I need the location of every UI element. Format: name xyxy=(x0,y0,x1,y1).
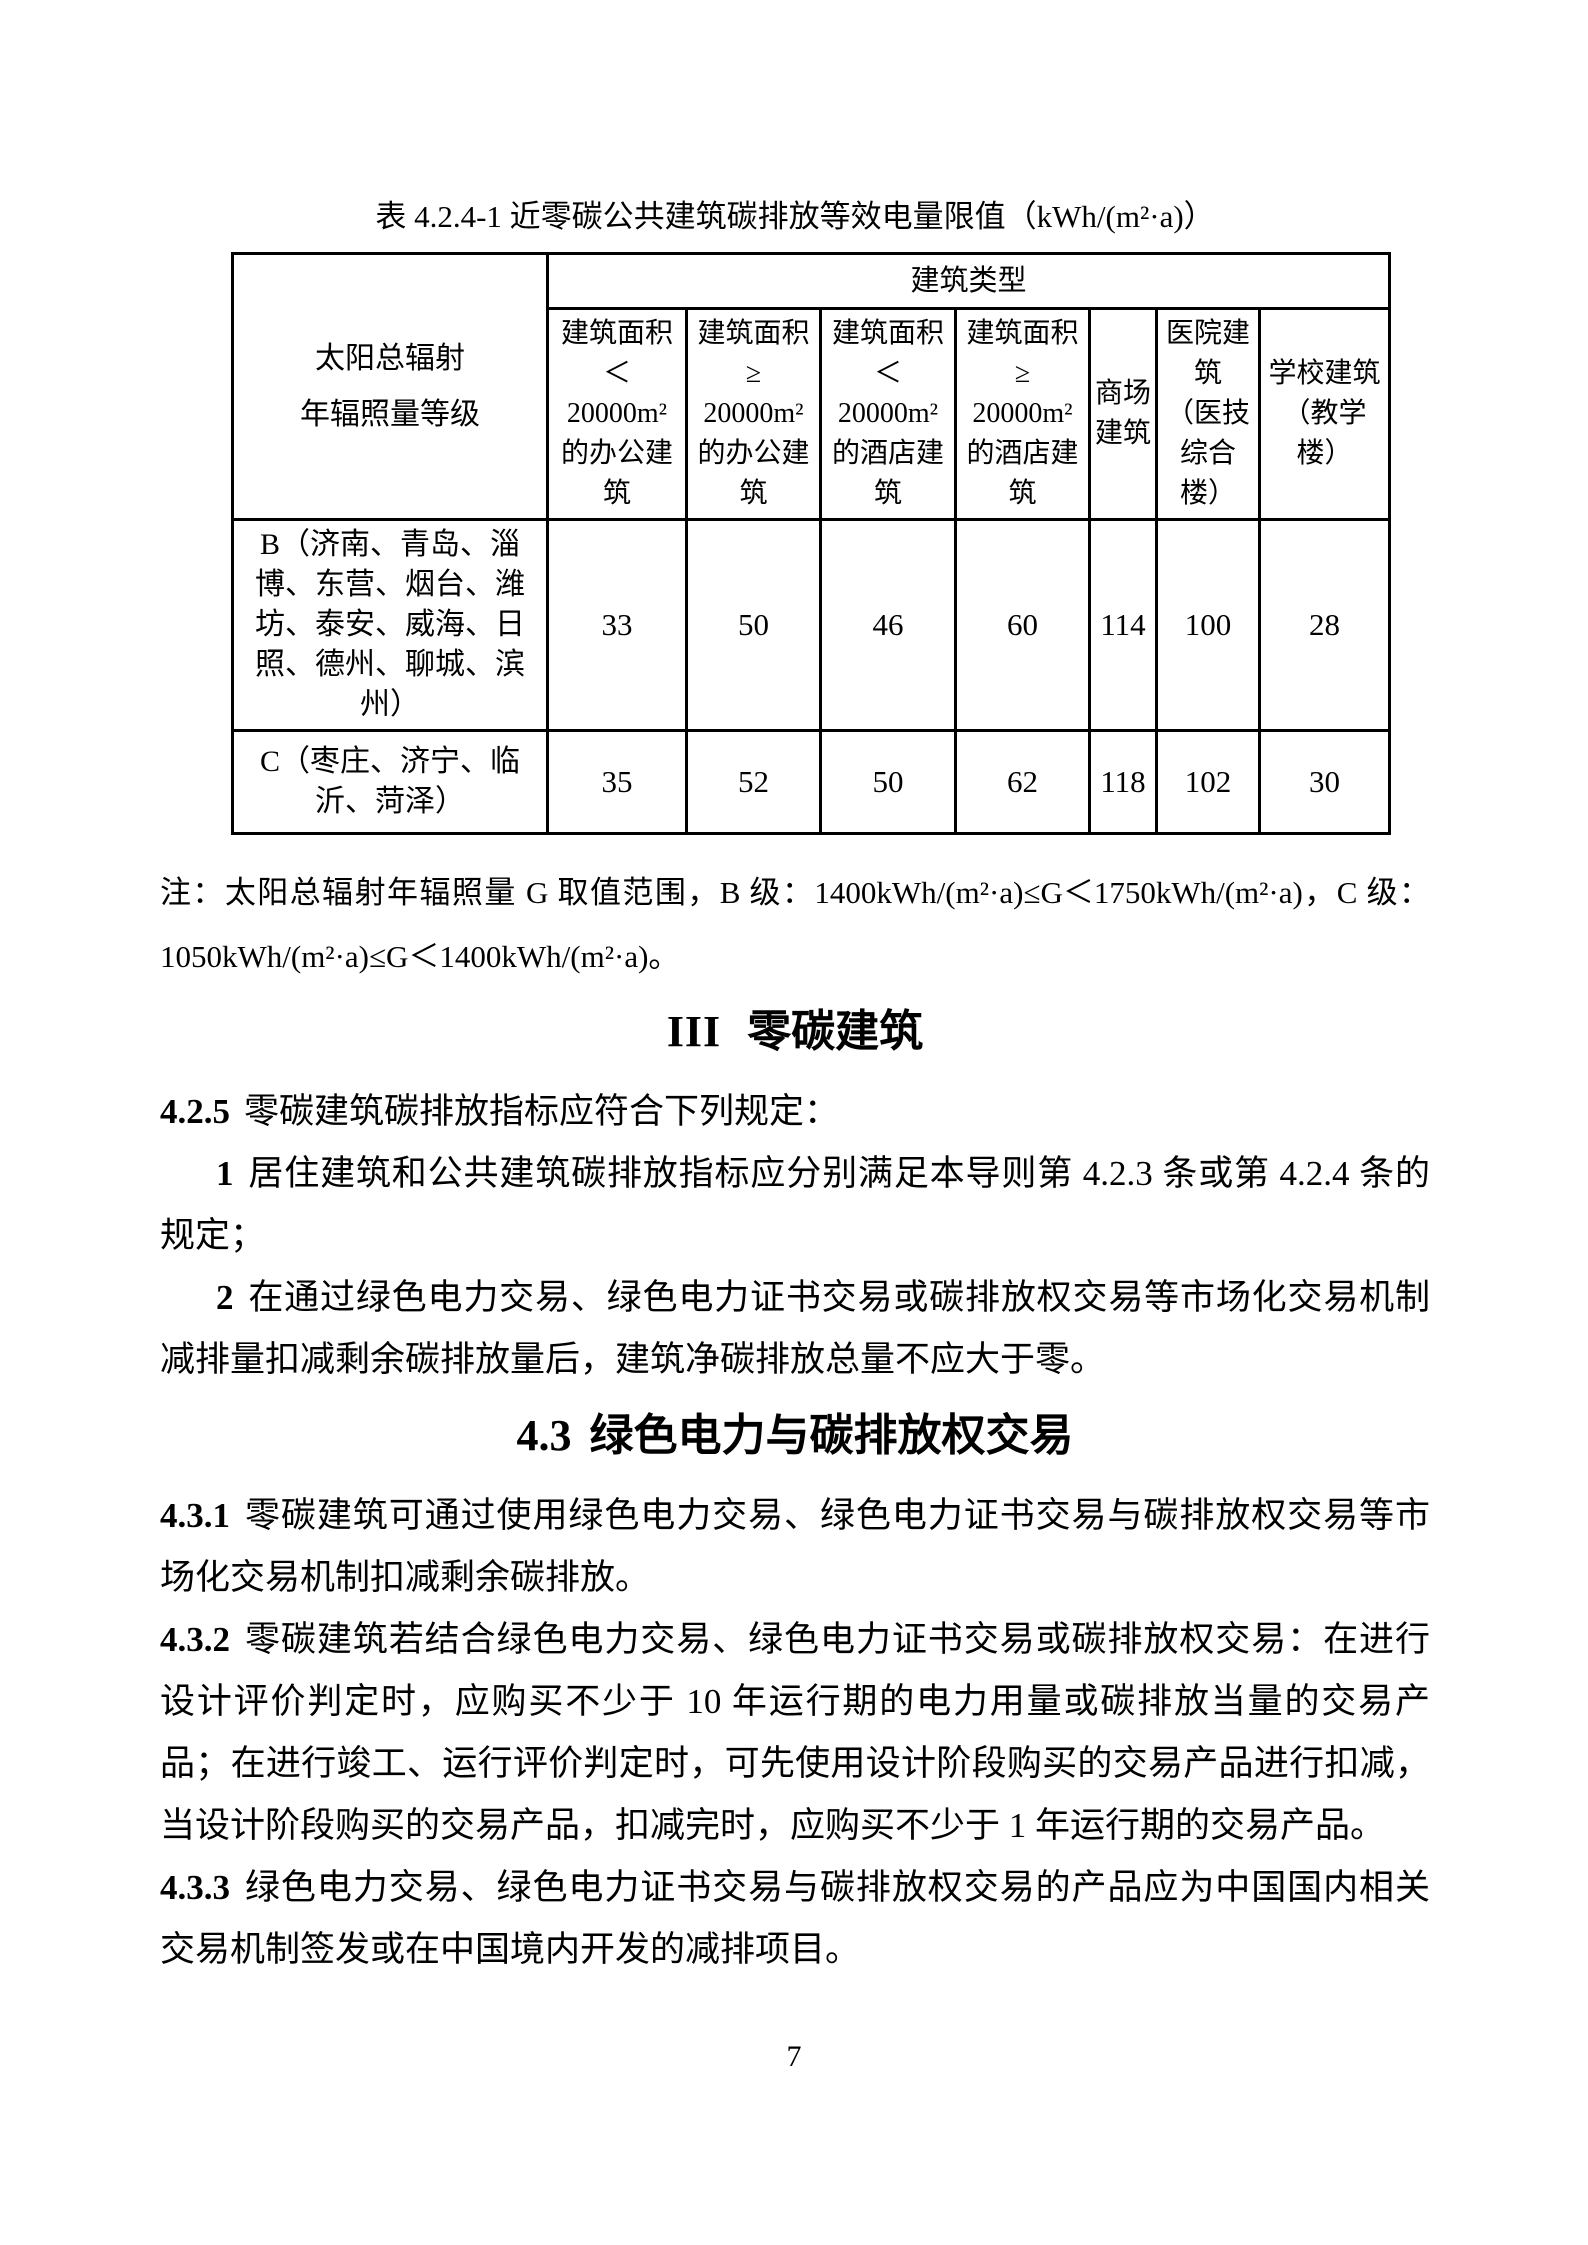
clause-number: 4.2.5 xyxy=(160,1092,230,1131)
clause-text: 零碳建筑碳排放指标应符合下列规定： xyxy=(244,1092,840,1131)
column-header: 学校建筑 （教学 楼） xyxy=(1257,307,1392,521)
page-content: 表 4.2.4-1 近零碳公共建筑碳排放等效电量限值（kWh/(m²·a)） 太… xyxy=(160,199,1430,1981)
table-cell: 62 xyxy=(954,729,1091,835)
table-cell: 102 xyxy=(1155,729,1261,835)
clause-4-3-1: 4.3.1 零碳建筑可通过使用绿色电力交易、绿色电力证书交易与碳排放权交易等市场化… xyxy=(160,1485,1430,1609)
table-cell: 60 xyxy=(954,518,1091,732)
part-title: 零碳建筑 xyxy=(747,1007,924,1056)
table-caption: 表 4.2.4-1 近零碳公共建筑碳排放等效电量限值（kWh/(m²·a)） xyxy=(375,199,1215,234)
section-title: 绿色电力与碳排放权交易 xyxy=(589,1411,1074,1460)
table-cell: 100 xyxy=(1155,518,1261,732)
table-cell: 50 xyxy=(685,518,822,732)
table-cell: 52 xyxy=(685,729,822,835)
clause-4-3-2: 4.3.2 零碳建筑若结合绿色电力交易、绿色电力证书交易或碳排放权交易：在进行设计… xyxy=(160,1609,1430,1857)
clause-number: 4.3.2 xyxy=(160,1620,230,1659)
column-header: 建筑面积 ≥ 20000m² 的酒店建筑 xyxy=(954,307,1091,521)
item-number: 2 xyxy=(216,1278,234,1317)
table-cell: 118 xyxy=(1088,729,1158,835)
clause-text: 零碳建筑若结合绿色电力交易、绿色电力证书交易或碳排放权交易：在进行设计评价判定时… xyxy=(160,1620,1430,1845)
table-row: B（济南、青岛、淄博、东营、烟台、潍坊、泰安、威海、日照、德州、聊城、滨州） 3… xyxy=(231,518,1392,732)
emission-limit-table: 太阳总辐射 年辐照量等级 建筑类型 建筑面积 ＜ 20000m² 的办公建筑 建… xyxy=(231,252,1392,835)
table-row: C（枣庄、济宁、临沂、菏泽） 35 52 50 62 118 102 30 xyxy=(231,729,1392,835)
column-header: 建筑面积 ＜ 20000m² 的酒店建筑 xyxy=(819,307,957,521)
column-header: 商场 建筑 xyxy=(1088,307,1158,521)
table-cell: 33 xyxy=(546,518,688,732)
section-number: 4.3 xyxy=(516,1411,572,1460)
row-label: B（济南、青岛、淄博、东营、烟台、潍坊、泰安、威海、日照、德州、聊城、滨州） xyxy=(231,518,549,732)
table-cell: 46 xyxy=(819,518,957,732)
table-cell: 114 xyxy=(1088,518,1158,732)
column-header: 医院建 筑 （医技 综合 楼） xyxy=(1155,307,1261,521)
clause-text: 零碳建筑可通过使用绿色电力交易、绿色电力证书交易与碳排放权交易等市场化交易机制扣… xyxy=(160,1496,1430,1597)
item-text: 在通过绿色电力交易、绿色电力证书交易或碳排放权交易等市场化交易机制减排量扣减剩余… xyxy=(160,1278,1430,1379)
corner-header-cell: 太阳总辐射 年辐照量等级 xyxy=(231,252,549,521)
column-header: 建筑面积 ≥ 20000m² 的办公建筑 xyxy=(685,307,822,521)
clause-4-2-5: 4.2.5 零碳建筑碳排放指标应符合下列规定： xyxy=(160,1081,1430,1143)
page-number: 7 xyxy=(786,2040,802,2073)
clause-text: 绿色电力交易、绿色电力证书交易与碳排放权交易的产品应为中国国内相关交易机制签发或… xyxy=(160,1868,1430,1969)
part-heading: III 零碳建筑 xyxy=(160,1003,1430,1061)
table-cell: 35 xyxy=(546,729,688,835)
row-label: C（枣庄、济宁、临沂、菏泽） xyxy=(231,729,549,835)
table-cell: 50 xyxy=(819,729,957,835)
table-group-header-row: 太阳总辐射 年辐照量等级 建筑类型 xyxy=(231,252,1392,521)
table-column-header-row: 建筑面积 ＜ 20000m² 的办公建筑 建筑面积 ≥ 20000m² 的办公建… xyxy=(233,307,1392,521)
item-text: 居住建筑和公共建筑碳排放指标应分别满足本导则第 4.2.3 条或第 4.2.4 … xyxy=(160,1154,1430,1255)
list-item-1: 1 居住建筑和公共建筑碳排放指标应分别满足本导则第 4.2.3 条或第 4.2.4… xyxy=(160,1143,1430,1267)
table-note: 注：太阳总辐射年辐照量 G 取值范围，B 级：1400kWh/(m²·a)≤G＜… xyxy=(160,875,1430,974)
section-heading-4-3: 4.3 绿色电力与碳排放权交易 xyxy=(160,1407,1430,1465)
column-header: 建筑面积 ＜ 20000m² 的办公建筑 xyxy=(546,307,688,521)
item-number: 1 xyxy=(216,1154,234,1193)
table-cell: 28 xyxy=(1257,518,1392,732)
clause-4-3-3: 4.3.3 绿色电力交易、绿色电力证书交易与碳排放权交易的产品应为中国国内相关交易… xyxy=(160,1857,1430,1981)
list-item-2: 2 在通过绿色电力交易、绿色电力证书交易或碳排放权交易等市场化交易机制减排量扣减剩… xyxy=(160,1267,1430,1391)
clause-number: 4.3.3 xyxy=(160,1868,230,1907)
part-numeral: III xyxy=(666,1007,722,1056)
clause-number: 4.3.1 xyxy=(160,1496,230,1535)
group-header-cell: 建筑类型 xyxy=(545,252,1392,310)
table-cell: 30 xyxy=(1257,729,1392,835)
